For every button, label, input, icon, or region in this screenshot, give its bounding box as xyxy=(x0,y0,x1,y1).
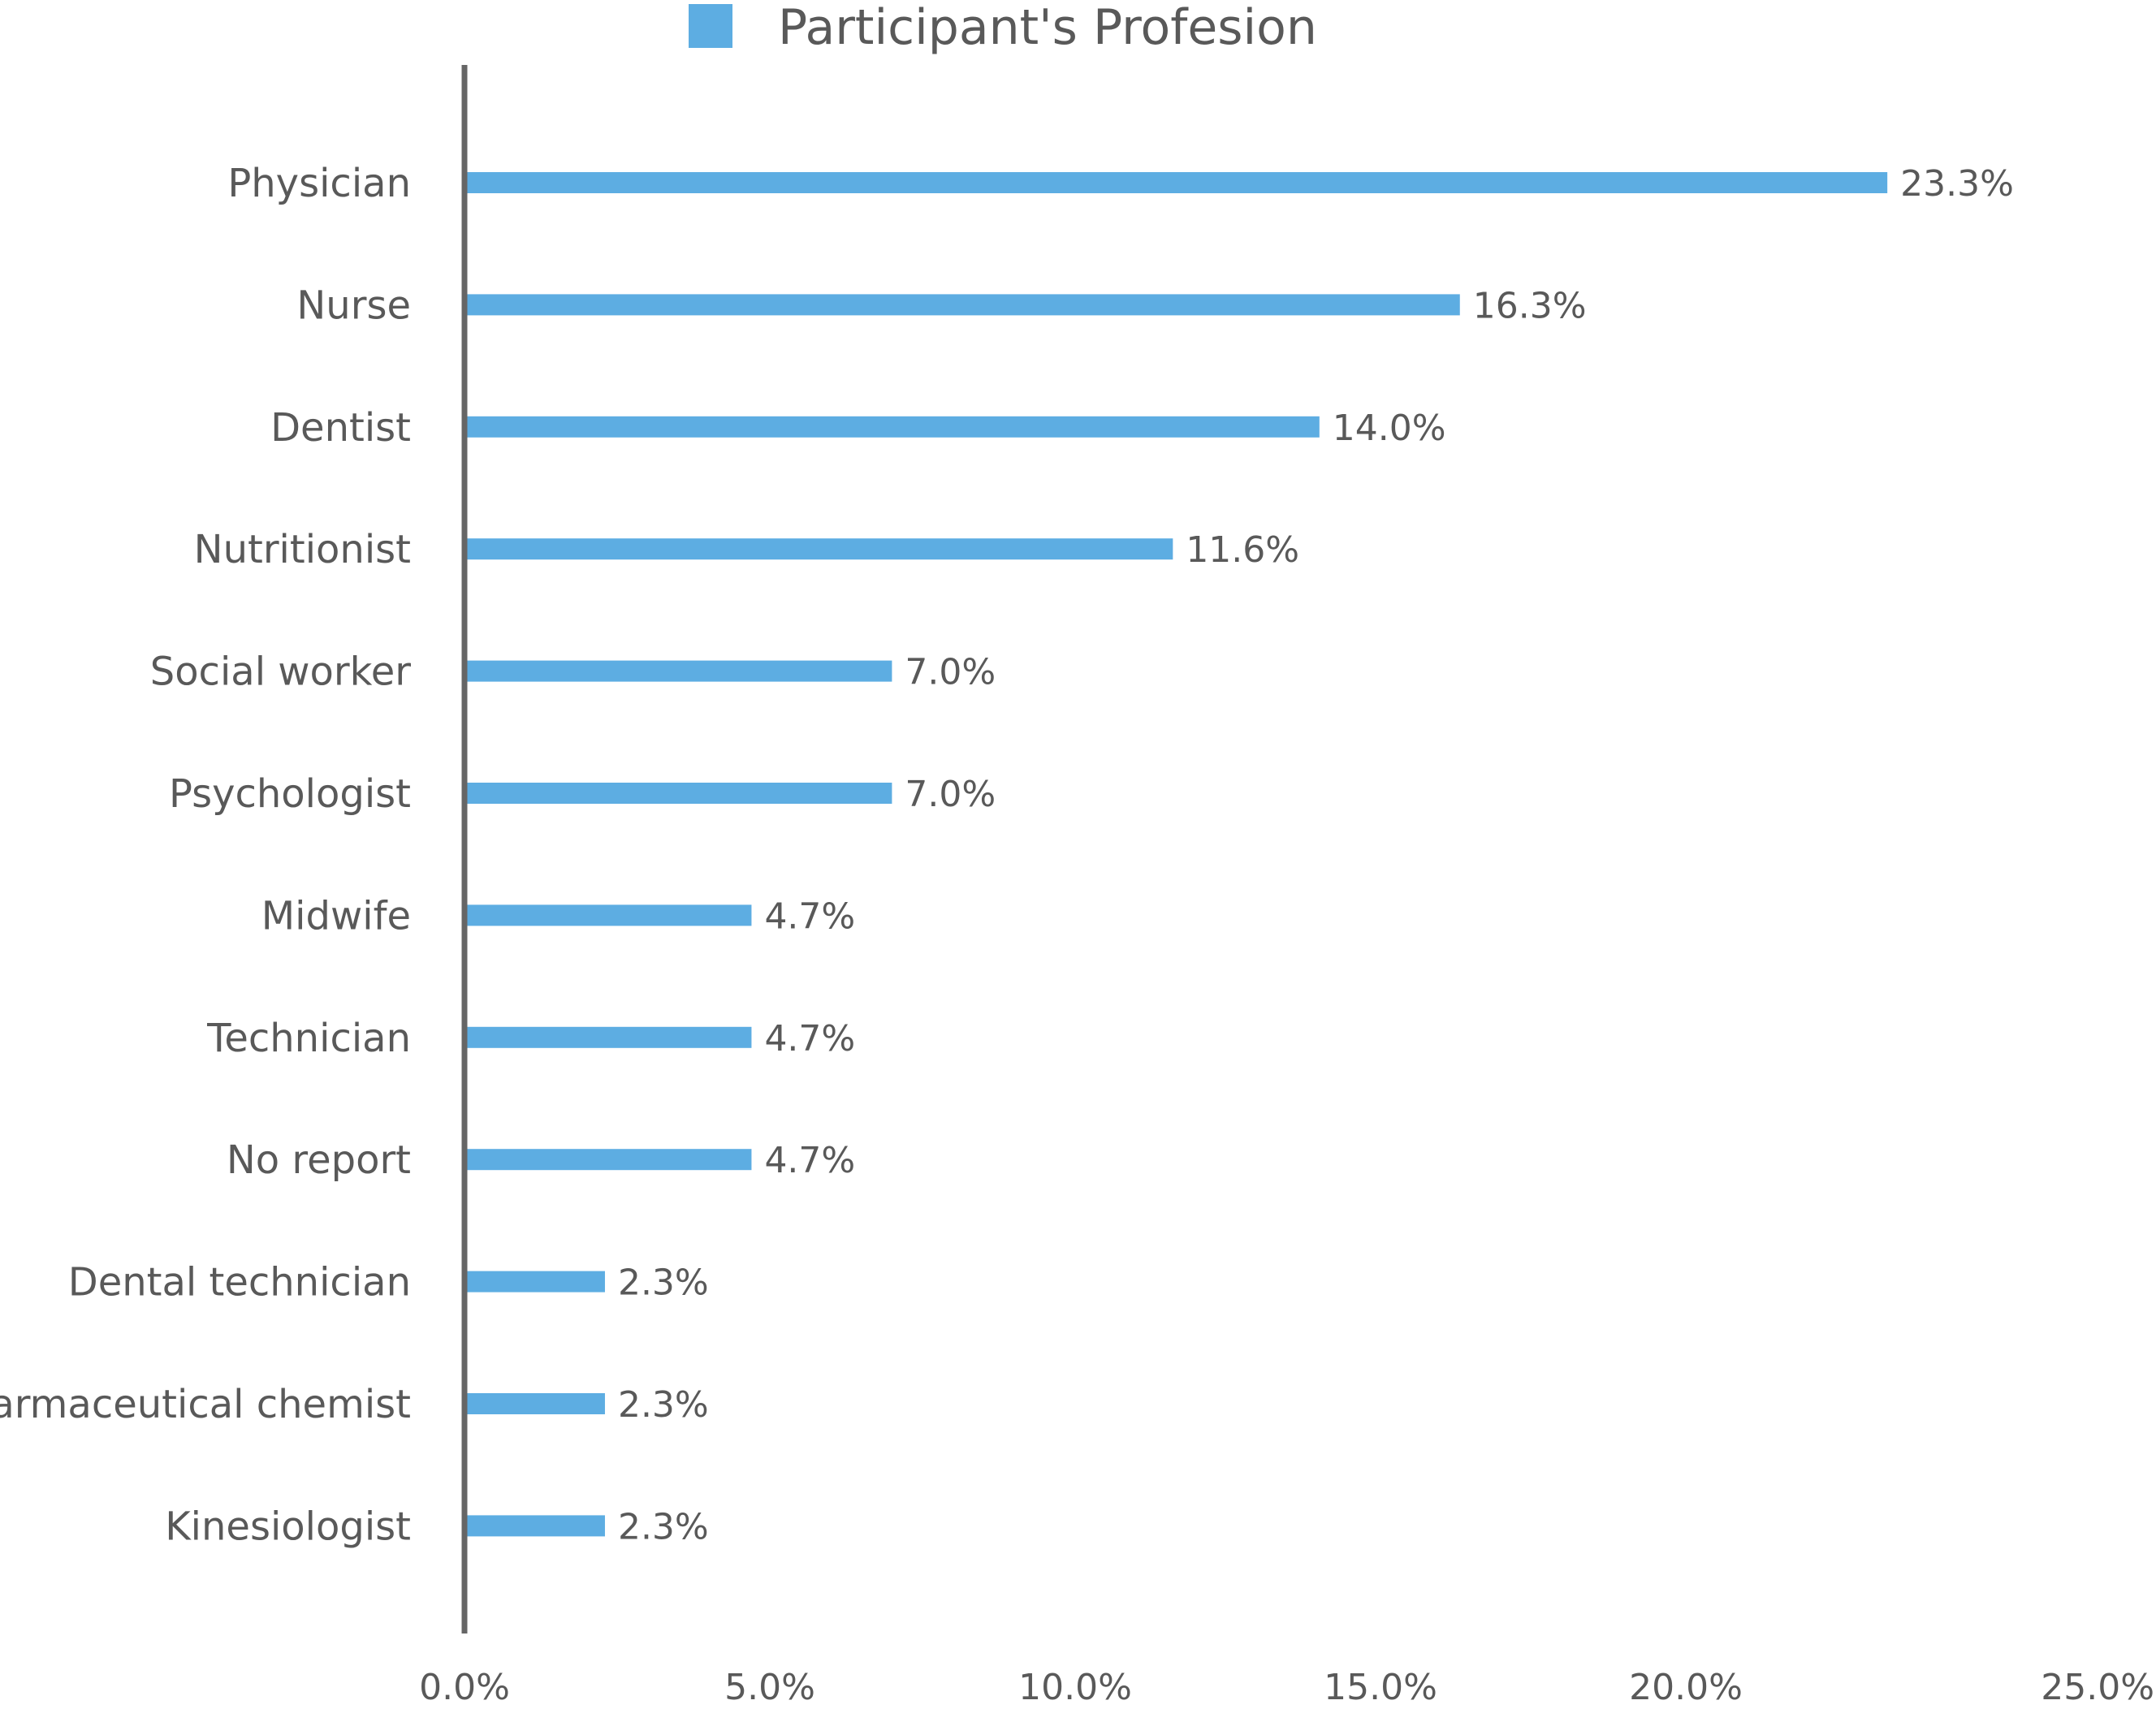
bar-7 xyxy=(464,1026,752,1048)
data-label: 2.3% xyxy=(618,1506,709,1547)
data-label: 14.0% xyxy=(1333,408,1446,449)
x-tick-label: 15.0% xyxy=(1324,1667,1437,1706)
category-label: Physician xyxy=(227,161,411,206)
category-label: Dental technician xyxy=(68,1260,411,1305)
category-label: Dentist xyxy=(270,405,411,451)
legend-label: Participant's Profesion xyxy=(778,0,1317,56)
category-label: Psychologist xyxy=(169,771,411,817)
data-label: 4.7% xyxy=(764,1018,855,1059)
data-label: 23.3% xyxy=(1900,163,2014,205)
legend: Participant's Profesion xyxy=(689,0,1317,56)
bar-4 xyxy=(464,660,892,682)
bar-9 xyxy=(464,1271,605,1293)
category-label: Pharmaceutical chemist xyxy=(0,1382,411,1427)
x-tick-label: 20.0% xyxy=(1629,1667,1743,1706)
x-tick-label: 0.0% xyxy=(419,1667,510,1706)
x-tick-label: 10.0% xyxy=(1018,1667,1132,1706)
x-tick-label: 25.0% xyxy=(2041,1667,2154,1706)
bar-8 xyxy=(464,1149,752,1171)
x-axis-tick-labels: 0.0% 5.0% 10.0% 15.0% 20.0% 25.0% xyxy=(419,1667,2154,1708)
data-label: 2.3% xyxy=(618,1262,709,1304)
category-labels: Physician Nurse Dentist Nutritionist Social … xyxy=(0,161,411,1549)
data-label: 7.0% xyxy=(905,652,996,693)
data-label: 11.6% xyxy=(1186,529,1299,571)
bar-11 xyxy=(464,1515,605,1537)
bar-10 xyxy=(464,1393,605,1414)
bar-6 xyxy=(464,904,752,926)
data-label: 16.3% xyxy=(1473,285,1587,326)
data-label: 2.3% xyxy=(618,1384,709,1426)
bar-5 xyxy=(464,783,892,804)
category-label: Midwife xyxy=(261,893,411,939)
x-tick-label: 5.0% xyxy=(724,1667,815,1706)
data-labels: 23.3% 16.3% 14.0% 11.6% 7.0% 7.0% 4.7% 4.7% 4.7%… xyxy=(618,163,2014,1547)
bars-group xyxy=(464,172,1888,1537)
legend-swatch xyxy=(689,4,732,48)
bar-2 xyxy=(464,416,1320,438)
category-label: Nurse xyxy=(296,283,411,328)
category-label: Nutritionist xyxy=(194,527,411,572)
category-label: Kinesiologist xyxy=(165,1504,411,1549)
data-label: 4.7% xyxy=(764,895,855,937)
bar-1 xyxy=(464,294,1460,316)
data-label: 4.7% xyxy=(764,1140,855,1181)
data-label: 7.0% xyxy=(905,774,996,815)
category-label: No report xyxy=(227,1137,411,1183)
bar-3 xyxy=(464,538,1173,560)
category-label: Technician xyxy=(206,1016,411,1061)
bar-0 xyxy=(464,172,1888,193)
category-label: Social worker xyxy=(150,650,412,695)
